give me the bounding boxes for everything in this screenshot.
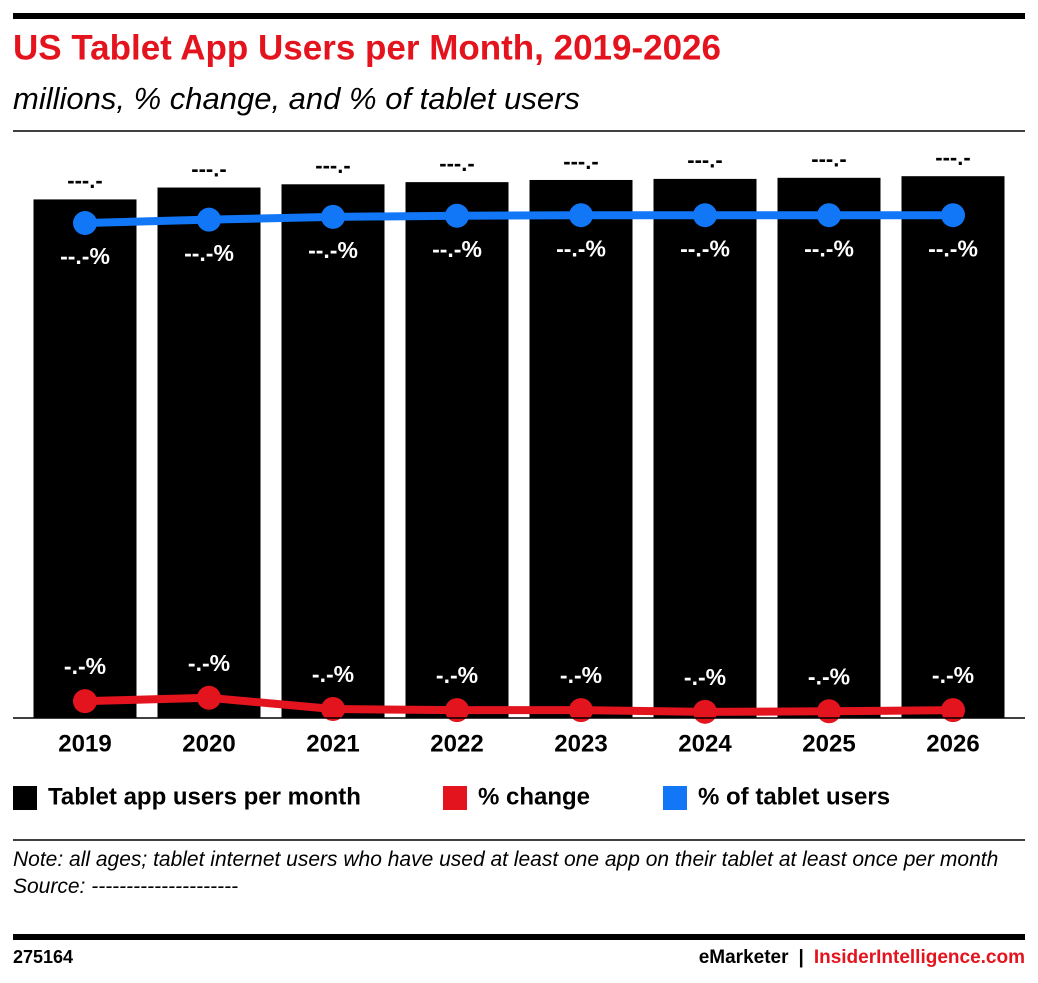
- legend-label: % of tablet users: [698, 783, 890, 810]
- marker: [817, 203, 841, 228]
- notes: Note: all ages; tablet internet users wh…: [13, 846, 1018, 900]
- chart-subtitle: millions, % change, and % of tablet user…: [13, 81, 580, 116]
- data-label: --.-%: [556, 235, 606, 261]
- data-label: --.-%: [184, 240, 234, 266]
- legend-swatch: [663, 786, 687, 810]
- x-tick-label: 2025: [802, 730, 855, 757]
- data-label: ---.-: [439, 151, 474, 176]
- bar: [281, 184, 385, 718]
- marker: [693, 203, 717, 228]
- marker: [445, 203, 469, 228]
- data-label: --.-%: [308, 237, 358, 263]
- data-label: -.-%: [560, 662, 602, 688]
- data-label: -.-%: [808, 663, 850, 689]
- marker: [197, 685, 221, 710]
- bar: [529, 179, 633, 719]
- chart-id: 275164: [13, 947, 73, 967]
- data-label: --.-%: [804, 235, 854, 261]
- bar: [33, 199, 137, 719]
- data-label: --.-%: [928, 235, 978, 261]
- marker: [73, 211, 97, 236]
- bottom-rule: [13, 934, 1025, 940]
- bar: [405, 182, 509, 718]
- marker: [569, 203, 593, 228]
- x-tick-label: 2021: [306, 730, 359, 757]
- brand-name: eMarketer: [699, 947, 789, 968]
- bar: [901, 176, 1005, 719]
- data-label: ---.-: [315, 153, 350, 178]
- x-tick-label: 2026: [926, 730, 979, 757]
- data-label: --.-%: [432, 236, 482, 262]
- data-label: -.-%: [684, 664, 726, 690]
- x-tick-label: 2024: [678, 730, 732, 757]
- data-label: ---.-: [563, 149, 598, 174]
- legend-label: % change: [478, 783, 590, 810]
- marker: [941, 203, 965, 228]
- top-rule: [13, 13, 1025, 19]
- bar: [653, 178, 757, 719]
- chart-title: US Tablet App Users per Month, 2019-2026: [13, 28, 721, 67]
- data-label: --.-%: [60, 243, 110, 269]
- marker: [569, 698, 593, 723]
- brand: eMarketer | InsiderIntelligence.com: [699, 947, 1025, 968]
- marker: [321, 204, 345, 229]
- note: Note: all ages; tablet internet users wh…: [13, 848, 999, 871]
- data-label: ---.-: [687, 148, 722, 173]
- brand-name: InsiderIntelligence.com: [814, 947, 1025, 968]
- legend-swatch: [13, 786, 37, 810]
- marker: [445, 698, 469, 723]
- marker: [73, 689, 97, 714]
- marker: [941, 698, 965, 723]
- x-tick-label: 2022: [430, 730, 483, 757]
- legend-swatch: [443, 786, 467, 810]
- line: [84, 211, 953, 228]
- data-label: ---.-: [811, 147, 846, 172]
- separator: |: [799, 947, 804, 968]
- data-label: ---.-: [67, 168, 102, 193]
- data-label: ---.-: [935, 145, 970, 170]
- data-label: -.-%: [312, 661, 354, 687]
- x-tick-label: 2023: [554, 730, 607, 757]
- data-label: -.-%: [436, 662, 478, 688]
- marker: [693, 699, 717, 724]
- data-label: ---.-: [191, 156, 226, 181]
- marker: [197, 207, 221, 232]
- data-label: --.-%: [680, 235, 730, 261]
- marker: [321, 697, 345, 722]
- legend-label: Tablet app users per month: [48, 783, 361, 810]
- line: [84, 693, 954, 716]
- source: Source: ---------------------: [13, 875, 239, 898]
- data-label: -.-%: [64, 653, 106, 679]
- x-tick-label: 2019: [58, 730, 111, 757]
- marker: [817, 699, 841, 724]
- data-label: -.-%: [188, 650, 230, 676]
- bar: [777, 177, 881, 718]
- x-tick-label: 2020: [182, 730, 235, 757]
- bar: [157, 187, 261, 719]
- data-label: -.-%: [932, 662, 974, 688]
